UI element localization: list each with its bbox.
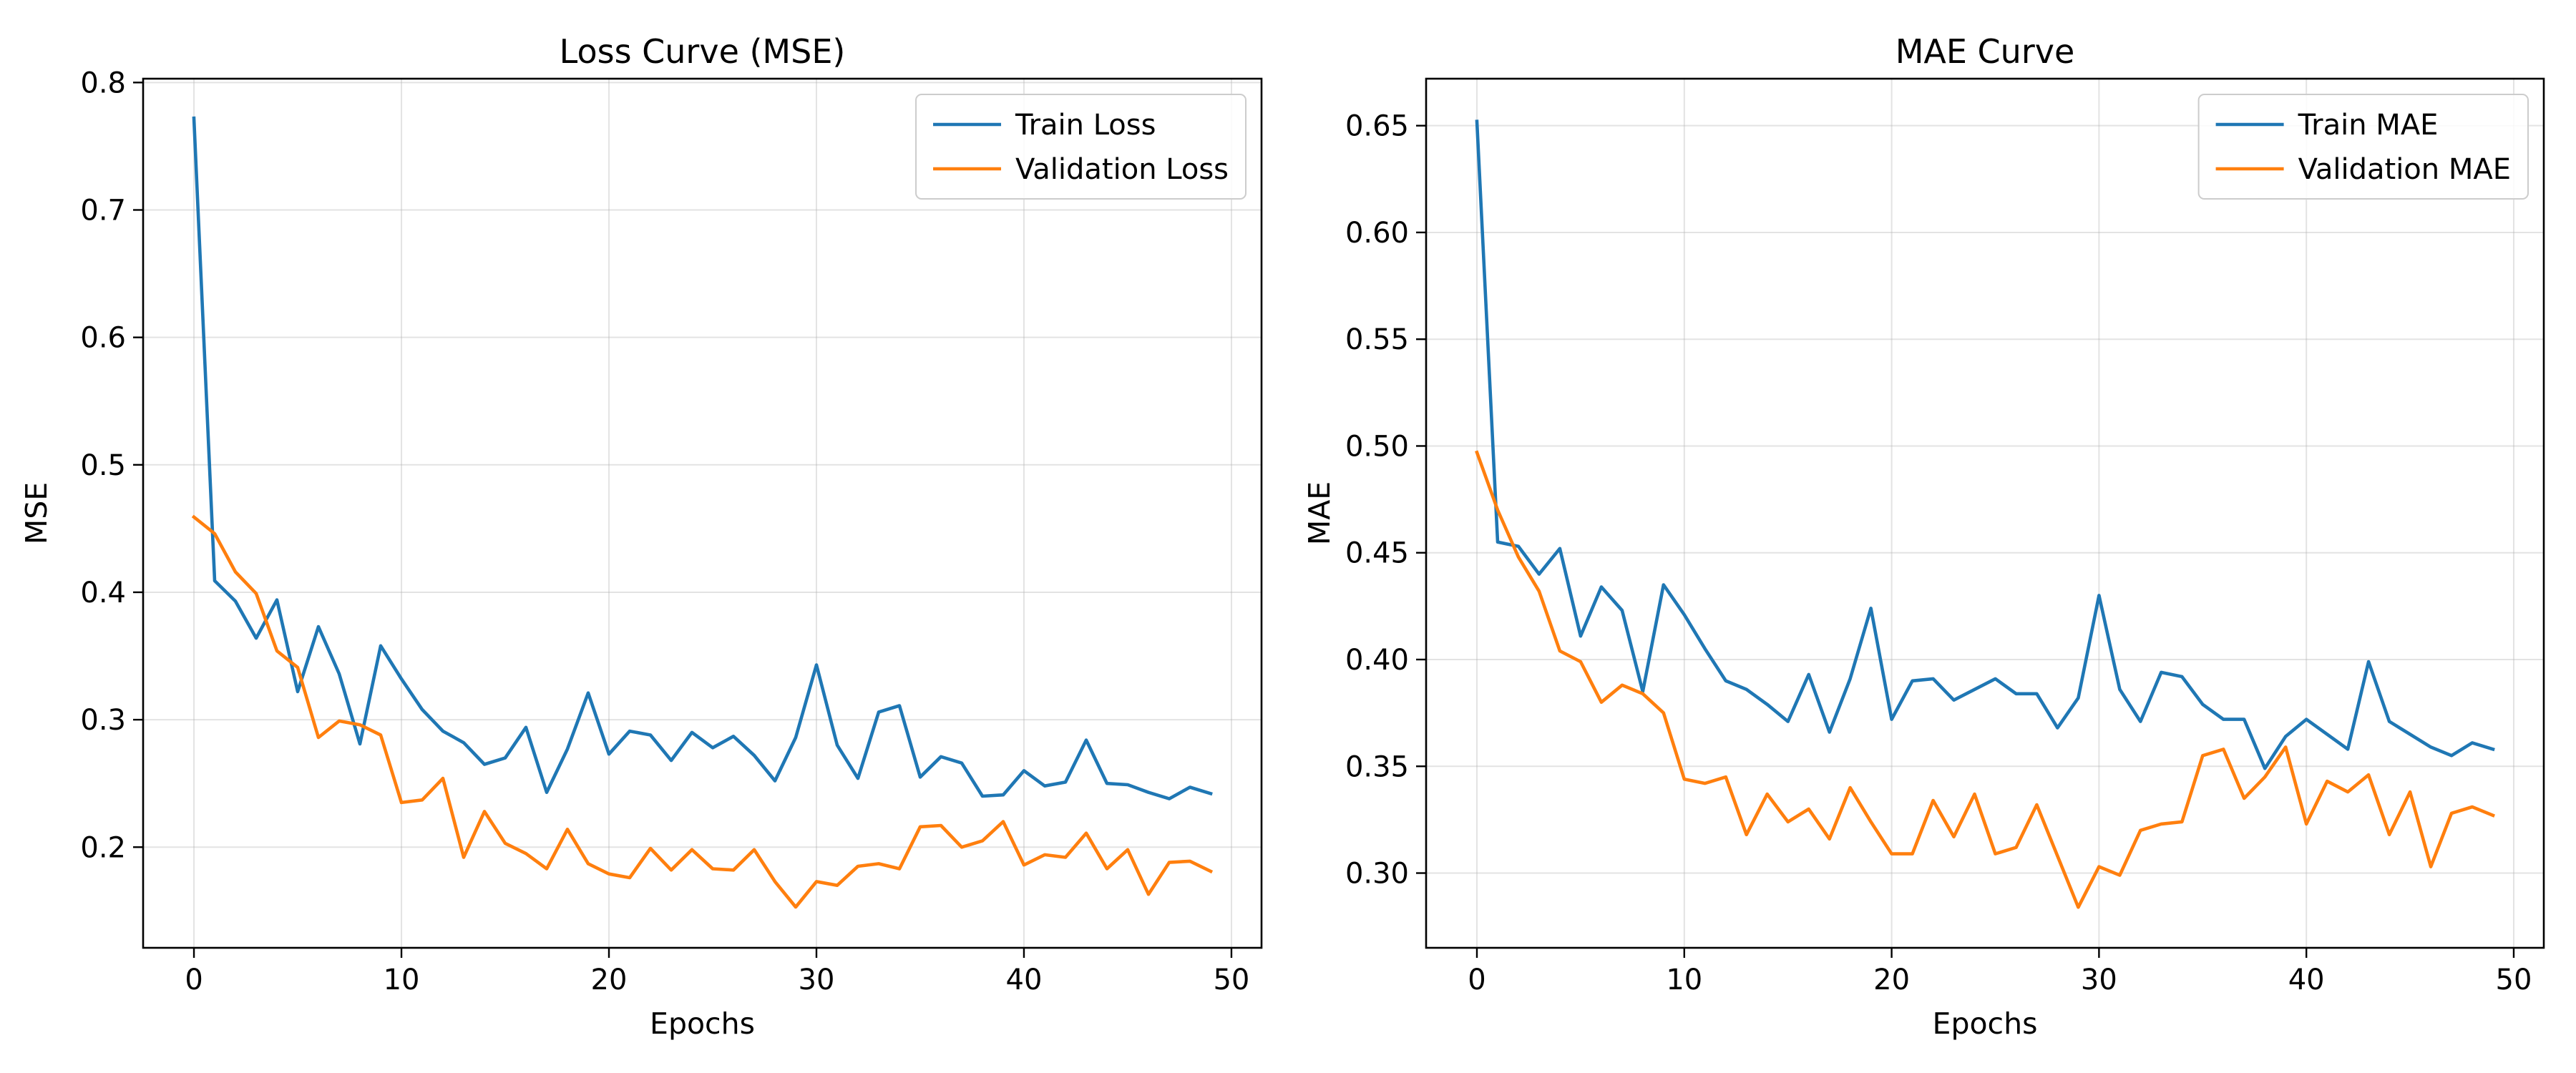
mae-y-tick-label: 0.60 (1345, 217, 1409, 250)
mae-x-axis-label: Epochs (1933, 1006, 2038, 1041)
loss-x-tick-label: 0 (185, 964, 203, 996)
loss-chart: 0 10 20 30 40 50 0.2 0.3 0.4 0.5 0.6 0.7 0.8 Loss Cu… (19, 32, 1263, 1041)
mae-legend-validation-label: Validation MAE (2298, 153, 2511, 186)
loss-legend-box (915, 94, 1246, 200)
mae-y-tick-label: 0.55 (1345, 323, 1409, 356)
mae-series-group (1475, 119, 2496, 909)
loss-y-tick-label: 0.3 (80, 704, 126, 737)
loss-y-tick-label: 0.6 (80, 322, 126, 355)
mae-y-tick-label: 0.65 (1345, 110, 1409, 143)
mae-ticks: 0 10 20 30 40 50 0.30 0.35 0.40 0.45 0.50 0.55 0.60 0… (1345, 110, 2532, 996)
loss-x-tick-label: 10 (384, 964, 420, 996)
loss-x-tick-label: 30 (799, 964, 835, 996)
loss-y-tick-label: 0.2 (80, 831, 126, 864)
mae-legend-box (2197, 94, 2529, 200)
mae-validation-line (1475, 450, 2496, 909)
mae-chart-title: MAE Curve (1896, 32, 2075, 71)
mae-y-tick-label: 0.40 (1345, 644, 1409, 677)
loss-grid (143, 79, 1262, 948)
mae-x-tick-label: 40 (2288, 964, 2325, 996)
loss-validation-line (191, 514, 1214, 909)
mae-x-tick-label: 20 (1873, 964, 1910, 996)
loss-series-group (191, 116, 1214, 909)
mae-y-axis-label: MAE (1302, 481, 1337, 545)
loss-chart-title: Loss Curve (MSE) (560, 32, 846, 71)
loss-legend-train-label: Train Loss (1015, 109, 1156, 142)
mae-y-tick-label: 0.30 (1345, 858, 1409, 891)
mae-x-tick-label: 10 (1666, 964, 1702, 996)
mae-legend-train-label: Train MAE (2298, 109, 2439, 142)
loss-x-tick-label: 40 (1006, 964, 1043, 996)
loss-y-tick-label: 0.4 (80, 577, 126, 609)
loss-legend: Train Loss Validation Loss (915, 94, 1246, 200)
mae-x-tick-label: 50 (2496, 964, 2532, 996)
loss-x-tick-label: 20 (591, 964, 628, 996)
loss-plot-frame (142, 77, 1263, 949)
mae-plot-frame (1425, 77, 2545, 949)
loss-x-axis-label: Epochs (650, 1006, 755, 1041)
loss-legend-validation-label: Validation Loss (1015, 153, 1229, 186)
loss-ticks: 0 10 20 30 40 50 0.2 0.3 0.4 0.5 0.6 0.7 0.8 (80, 67, 1249, 996)
mae-grid (1426, 79, 2544, 948)
loss-y-tick-label: 0.5 (80, 449, 126, 482)
mae-train-line (1475, 119, 2495, 770)
mae-chart: 0 10 20 30 40 50 0.30 0.35 0.40 0.45 0.50 0.55 0.60 0… (1302, 32, 2545, 1041)
mae-x-tick-label: 0 (1468, 964, 1485, 996)
mae-y-tick-label: 0.35 (1345, 750, 1409, 783)
mae-y-tick-label: 0.50 (1345, 430, 1409, 463)
loss-y-tick-label: 0.7 (80, 194, 126, 227)
mae-y-tick-label: 0.45 (1345, 537, 1409, 570)
loss-y-axis-label: MSE (19, 482, 54, 544)
loss-x-tick-label: 50 (1213, 964, 1249, 996)
mae-legend: Train MAE Validation MAE (2197, 94, 2529, 200)
loss-y-tick-label: 0.8 (80, 67, 126, 99)
mae-x-tick-label: 30 (2081, 964, 2117, 996)
